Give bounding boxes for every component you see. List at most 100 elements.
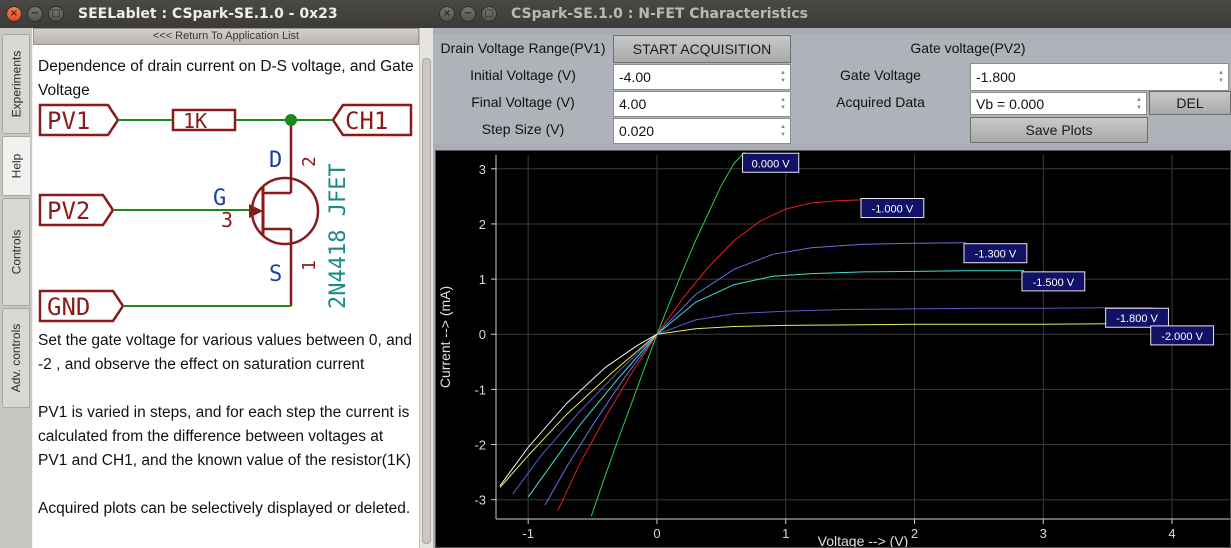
tab-label: Help [9, 153, 24, 179]
y-tick-label: 0 [479, 327, 486, 342]
series-line [590, 151, 745, 517]
drain-range-label: Drain Voltage Range(PV1) [440, 40, 606, 56]
x-tick-label: 4 [1168, 526, 1175, 541]
gate-pin-label: G [213, 186, 226, 211]
gate-instruction-text: Set the gate voltage for various values … [38, 332, 412, 373]
plot-area[interactable]: -1 0 1 2 3 4 -3 -2 -1 0 1 2 3 Voltage --> (V) Current … [435, 150, 1231, 548]
final-voltage-input[interactable]: 4.00 ▲ ▼ [613, 91, 791, 117]
ch1-port [331, 103, 413, 137]
series-line [527, 270, 1024, 498]
spin-arrows-icon[interactable]: ▲ ▼ [1136, 96, 1142, 111]
gnd-port [38, 289, 125, 323]
curve-label-box [860, 197, 925, 218]
delete-plot-button[interactable]: DEL [1149, 91, 1231, 115]
tab-adv-controls[interactable]: Adv. controls [2, 308, 30, 408]
drain-pin-number: 2 [299, 156, 320, 167]
initial-voltage-input[interactable]: -4.00 ▲ ▼ [613, 64, 791, 90]
gate-arrow [249, 204, 263, 218]
maximize-window-button[interactable]: □ [48, 6, 64, 22]
resistor-label: 1K [183, 109, 207, 133]
step-size-input[interactable]: 0.020 ▲ ▼ [613, 118, 791, 144]
help-scrollbar[interactable] [419, 28, 433, 548]
drain-pin-label: D [269, 148, 282, 173]
side-tab-bar: Experiments Help Controls Adv. controls [0, 28, 32, 548]
acquired-data-select[interactable]: Vb = 0.000 ▲ ▼ [970, 92, 1147, 115]
intro-text: Dependence of drain current on D-S volta… [38, 58, 414, 99]
initial-voltage-label: Initial Voltage (V) [470, 67, 576, 83]
start-acquisition-button[interactable]: START ACQUISITION [613, 35, 791, 63]
series-line [499, 333, 658, 487]
curve-label-box [742, 152, 800, 173]
curve-label: -1.800 V [1116, 313, 1158, 325]
spin-arrows-icon[interactable]: ▲ ▼ [780, 70, 786, 84]
y-tick-label: -2 [474, 438, 486, 453]
close-window-button[interactable]: × [6, 6, 22, 22]
tab-experiments[interactable]: Experiments [2, 34, 30, 134]
source-pin-label: S [269, 262, 282, 287]
nfet-window: × − □ CSpark-SE.1.0 : N-FET Characterist… [433, 0, 1231, 548]
gate-voltage-input[interactable]: -1.800 ▲ ▼ [970, 63, 1229, 91]
x-tick-label: 2 [911, 526, 918, 541]
characteristics-chart[interactable]: -1 0 1 2 3 4 -3 -2 -1 0 1 2 3 Voltage --> (V) Current … [436, 151, 1230, 547]
part-number-label: 2N4418 JFET [326, 163, 351, 309]
tab-label: Experiments [9, 50, 24, 118]
ch1-label: CH1 [345, 107, 388, 135]
method-text: PV1 is varied in steps, and for each ste… [38, 404, 412, 469]
final-voltage-label: Final Voltage (V) [471, 94, 575, 110]
gate-voltage-header: Gate voltage(PV2) [910, 40, 1026, 56]
help-window: × − □ SEELablet : CSpark-SE.1.0 - 0x23 E… [0, 0, 433, 548]
curve-label-box [1021, 271, 1086, 292]
gate-voltage-label: Gate Voltage [840, 67, 921, 83]
spin-arrows-icon[interactable]: ▲ ▼ [780, 97, 786, 111]
window-title: CSpark-SE.1.0 : N-FET Characteristics [511, 6, 808, 22]
x-tick-label: 0 [653, 526, 660, 541]
save-plots-button[interactable]: Save Plots [970, 117, 1148, 143]
spin-arrows-icon[interactable]: ▲ ▼ [780, 124, 786, 138]
help-content: Dependence of drain current on D-S volta… [33, 45, 419, 548]
spin-arrows-icon[interactable]: ▲ ▼ [1218, 70, 1224, 84]
plots-note-text: Acquired plots can be selectively displa… [38, 500, 411, 517]
window-titlebar: × − □ CSpark-SE.1.0 : N-FET Characterist… [433, 0, 1231, 28]
acquired-data-label: Acquired Data [836, 94, 925, 110]
step-size-value: 0.020 [619, 123, 655, 139]
gnd-label: GND [47, 293, 90, 321]
maximize-window-button[interactable]: □ [481, 6, 497, 22]
curve-label: -1.300 V [975, 249, 1017, 261]
step-size-label: Step Size (V) [481, 121, 565, 137]
pv2-label: PV2 [47, 197, 90, 225]
series-line [544, 242, 967, 506]
pv1-port [38, 103, 120, 137]
x-tick-label: -1 [522, 526, 534, 541]
scrollbar-thumb[interactable] [422, 58, 431, 544]
initial-voltage-value: -4.00 [619, 69, 651, 85]
tab-controls[interactable]: Controls [2, 198, 30, 306]
series-line [499, 323, 1153, 488]
x-axis-label: Voltage --> (V) [818, 533, 909, 547]
y-tick-label: 1 [479, 272, 486, 287]
minimize-window-button[interactable]: − [27, 6, 43, 22]
tab-label: Adv. controls [9, 323, 24, 393]
curve-label: 0.000 V [752, 158, 791, 170]
window-titlebar: × − □ SEELablet : CSpark-SE.1.0 - 0x23 [0, 0, 433, 28]
final-voltage-value: 4.00 [619, 96, 647, 112]
series-line [557, 199, 864, 511]
jfet-schematic: PV1 1K CH1 PV2 GND D G S 3 2 1 2N4418 JF… [38, 103, 413, 323]
control-panel: Drain Voltage Range(PV1) START ACQUISITI… [433, 34, 1231, 144]
acquired-data-value: Vb = 0.000 [976, 95, 1045, 112]
curve-label: -1.500 V [1033, 277, 1075, 289]
tab-label: Controls [9, 229, 23, 275]
pv2-port [38, 193, 115, 227]
source-pin-number: 1 [299, 260, 320, 271]
close-window-button[interactable]: × [439, 6, 455, 22]
tab-help[interactable]: Help [2, 136, 30, 196]
curve-label: -2.000 V [1161, 331, 1203, 343]
return-to-app-list-button[interactable]: <<< Return To Application List [33, 28, 419, 45]
minimize-window-button[interactable]: − [460, 6, 476, 22]
junction-dot [285, 114, 297, 126]
y-tick-label: 3 [479, 162, 486, 177]
gate-pin-number: 3 [221, 208, 233, 232]
curve-label-box [963, 243, 1028, 264]
series-line [512, 307, 1153, 495]
pv1-label: PV1 [47, 107, 90, 135]
gate-voltage-value: -1.800 [976, 69, 1016, 85]
